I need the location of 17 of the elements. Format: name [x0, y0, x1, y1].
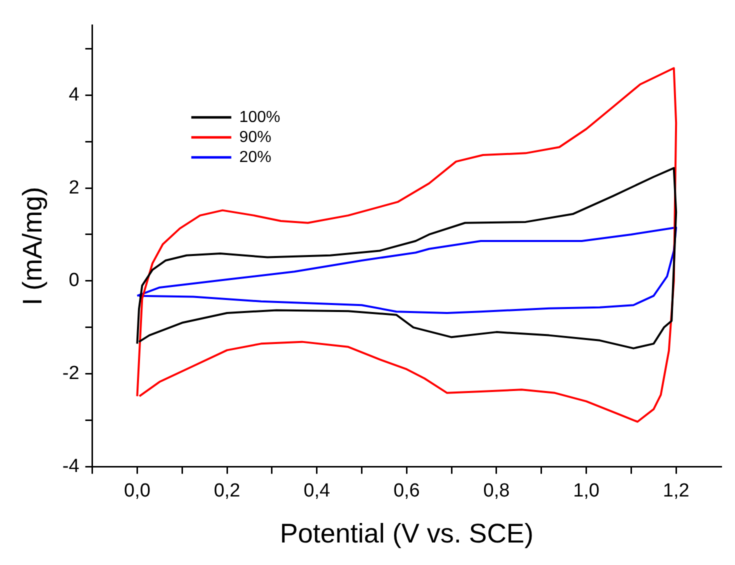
x-tick-label: 0,8 — [483, 480, 510, 502]
legend-label: 100% — [239, 108, 280, 126]
y-tick-label: 0 — [68, 270, 80, 292]
y-tick-label: 4 — [68, 84, 80, 106]
x-tick-label: 0,0 — [124, 480, 150, 502]
x-tick-label: 1,0 — [573, 480, 600, 502]
x-axis-title: Potential (V vs. SCE) — [280, 518, 534, 548]
legend-label: 20% — [239, 148, 272, 166]
x-tick-label: 0,2 — [214, 480, 240, 502]
x-tick-label: 0,4 — [304, 480, 330, 502]
x-tick-label: 0,6 — [393, 480, 420, 502]
legend-label: 90% — [239, 128, 272, 146]
y-axis-title: I (mA/mg) — [18, 186, 48, 306]
y-tick-label: -4 — [62, 456, 80, 478]
y-tick-label: -2 — [62, 363, 80, 384]
x-tick-label: 1,2 — [662, 480, 690, 502]
y-tick-label: 2 — [68, 177, 80, 198]
